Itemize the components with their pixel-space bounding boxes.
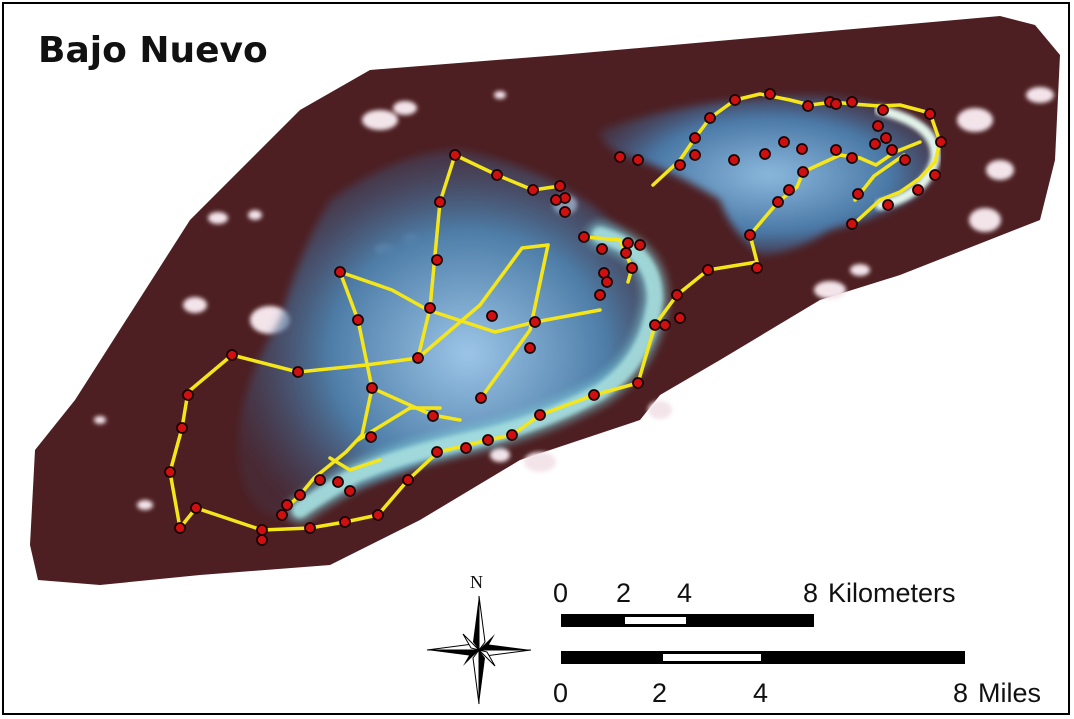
km-unit-label: Kilometers [828, 578, 956, 608]
mi-tick-4: 4 [753, 678, 769, 708]
mi-tick-0: 0 [553, 678, 569, 708]
map-title: Bajo Nuevo [38, 30, 268, 71]
km-tick-2: 2 [616, 578, 632, 608]
km-tick-8: 8 [803, 578, 819, 608]
km-tick-0: 0 [553, 578, 569, 608]
east-reef-lagoon [600, 95, 940, 255]
km-scale-bar [561, 614, 814, 627]
survey-sites [164, 88, 947, 546]
miles-scale-bar [561, 651, 965, 664]
mi-tick-8: 8 [953, 678, 969, 708]
compass-rose-icon [426, 595, 532, 705]
north-label: N [470, 572, 483, 592]
mi-unit-label: Miles [978, 678, 1042, 708]
km-tick-4: 4 [677, 578, 693, 608]
mi-tick-2: 2 [652, 678, 668, 708]
